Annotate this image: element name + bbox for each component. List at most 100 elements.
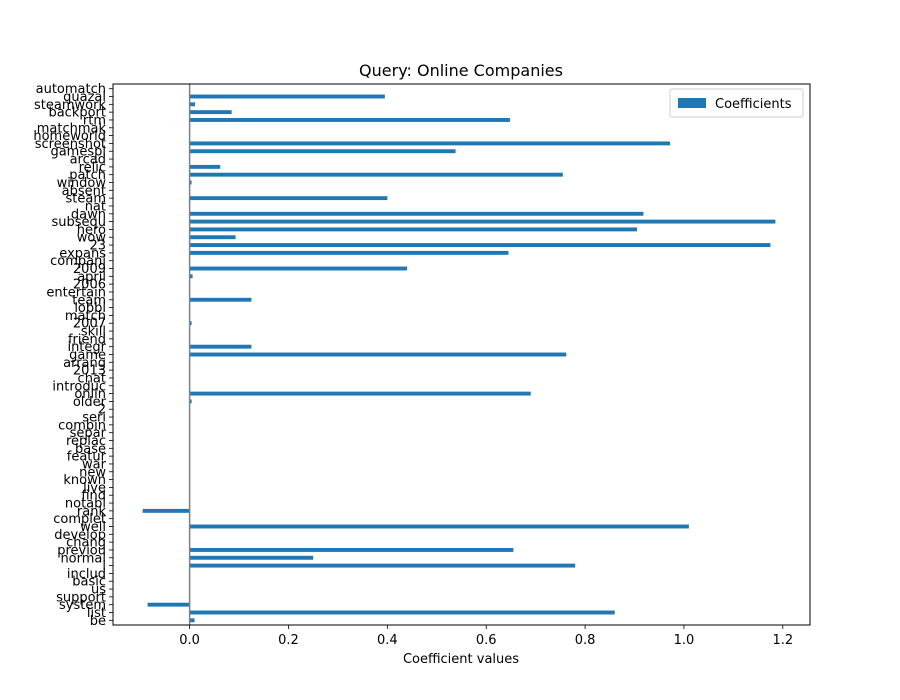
y-tick-label: 2009 [73,262,106,277]
x-tick-label: 0.4 [377,633,398,648]
y-tick-label: hero [77,223,106,238]
bar-steamwork [189,102,196,107]
y-tick-label: chang [66,536,106,551]
y-tick-label: base [75,442,106,457]
bar-wow [189,235,236,240]
y-tick-label: list [87,606,106,621]
bar-2009 [189,266,408,271]
chart-title: Query: Online Companies [359,61,563,80]
y-tick-label: patch [69,168,106,183]
y-tick-label: match [65,309,106,324]
bar-window [189,180,192,185]
y-tick-label: integr [67,340,106,355]
bar-patch [189,172,563,177]
y-tick-label: subsequ [51,215,106,230]
y-tick-label: separ [70,426,107,441]
y-tick-label: support [56,590,106,605]
y-tick-label: absent [62,184,106,199]
y-tick-label: lobbi [74,301,106,316]
y-tick-label: replac [66,434,106,449]
y-tick-label: seri [82,411,106,426]
y-tick-label: previou [57,543,106,558]
y-tick-label: friend [68,332,106,347]
y-tick-labels: belistsystemsupportusbasicincludinormalp… [33,82,113,629]
y-tick-label: quazal [63,90,106,105]
bar-integr [189,344,252,349]
y-tick-label: known [63,473,106,488]
y-tick-label: onlin [74,387,106,402]
x-tick-label: 0.2 [278,633,299,648]
bar-onlin [189,391,531,396]
bar-older [189,399,192,404]
y-tick-label: arrang [63,356,106,371]
y-tick-label: relic [79,160,106,175]
y-tick-label: steam [66,192,107,207]
x-axis-label: Coefficient values [403,652,519,667]
x-tick-label: 1.0 [674,633,695,648]
y-tick-label: window [57,176,107,191]
y-tick-label: find [81,489,106,504]
y-tick-label: 2007 [73,317,106,332]
y-tick-label: 23 [89,239,106,254]
x-tick-label: 0.0 [179,633,200,648]
y-tick-label: normal [60,551,106,566]
bar-game [189,352,567,357]
y-tick-label: 2013 [73,364,106,379]
y-tick-label: combin [58,418,106,433]
y-tick-label: us [91,583,106,598]
bar-hero [189,227,637,232]
bar-expans [189,250,509,255]
y-tick-label: screenshot [35,137,106,152]
y-tick-label: develop [54,528,106,543]
bar-april [189,274,193,279]
y-tick-label: matchmak [37,121,107,136]
y-tick-label: live [83,481,106,496]
x-tick-label: 0.6 [476,633,497,648]
legend: Coefficients [669,88,804,118]
y-tick-label: introduc [52,379,106,394]
bar-dawn [189,211,644,216]
bar-rank [142,508,190,513]
y-tick-label: gamespi [50,145,106,160]
y-tick-label: system [59,598,106,613]
y-tick-label: team [72,293,106,308]
y-tick-label: homeworld [33,129,106,144]
bar-relic [189,164,221,169]
y-tick-label: expans [59,246,106,261]
y-tick-label: automatch [36,82,106,97]
x-tick-label: 1.2 [772,633,793,648]
y-tick-label: new [79,465,106,480]
bar-be [189,618,195,623]
y-tick-label: compani [50,254,106,269]
bar-well [189,524,689,529]
bars-group [142,94,776,623]
bar-gamespi [189,149,456,154]
legend-box [669,88,804,118]
y-tick-label: skill [81,325,106,340]
bar-screenshot [189,141,671,146]
y-tick-label: be [90,614,106,629]
y-tick-label: dawn [71,207,106,222]
bar-list [189,610,615,615]
bar-i [189,563,576,568]
bar-2007 [189,321,192,326]
y-tick-label: nat [85,199,106,214]
y-tick-label: april [77,270,106,285]
y-tick-label: arcad [70,153,106,168]
y-tick-label: rank [77,504,107,519]
bar-rtm [189,118,510,122]
y-tick-label: entertain [46,285,106,300]
bar-quazal [189,94,385,99]
y-tick-label: game [69,348,106,363]
bar-normal [189,555,314,560]
y-tick-label: rtm [83,113,106,128]
bar-backport [189,110,232,115]
y-tick-label: notabl [65,497,106,512]
y-tick-label: war [82,457,107,472]
y-tick-label: 2006 [73,278,106,293]
y-tick-label: wow [77,231,107,246]
y-tick-label: well [80,520,106,535]
legend-entry-coefficients: Coefficients [715,97,792,112]
bar-previou [189,547,514,552]
